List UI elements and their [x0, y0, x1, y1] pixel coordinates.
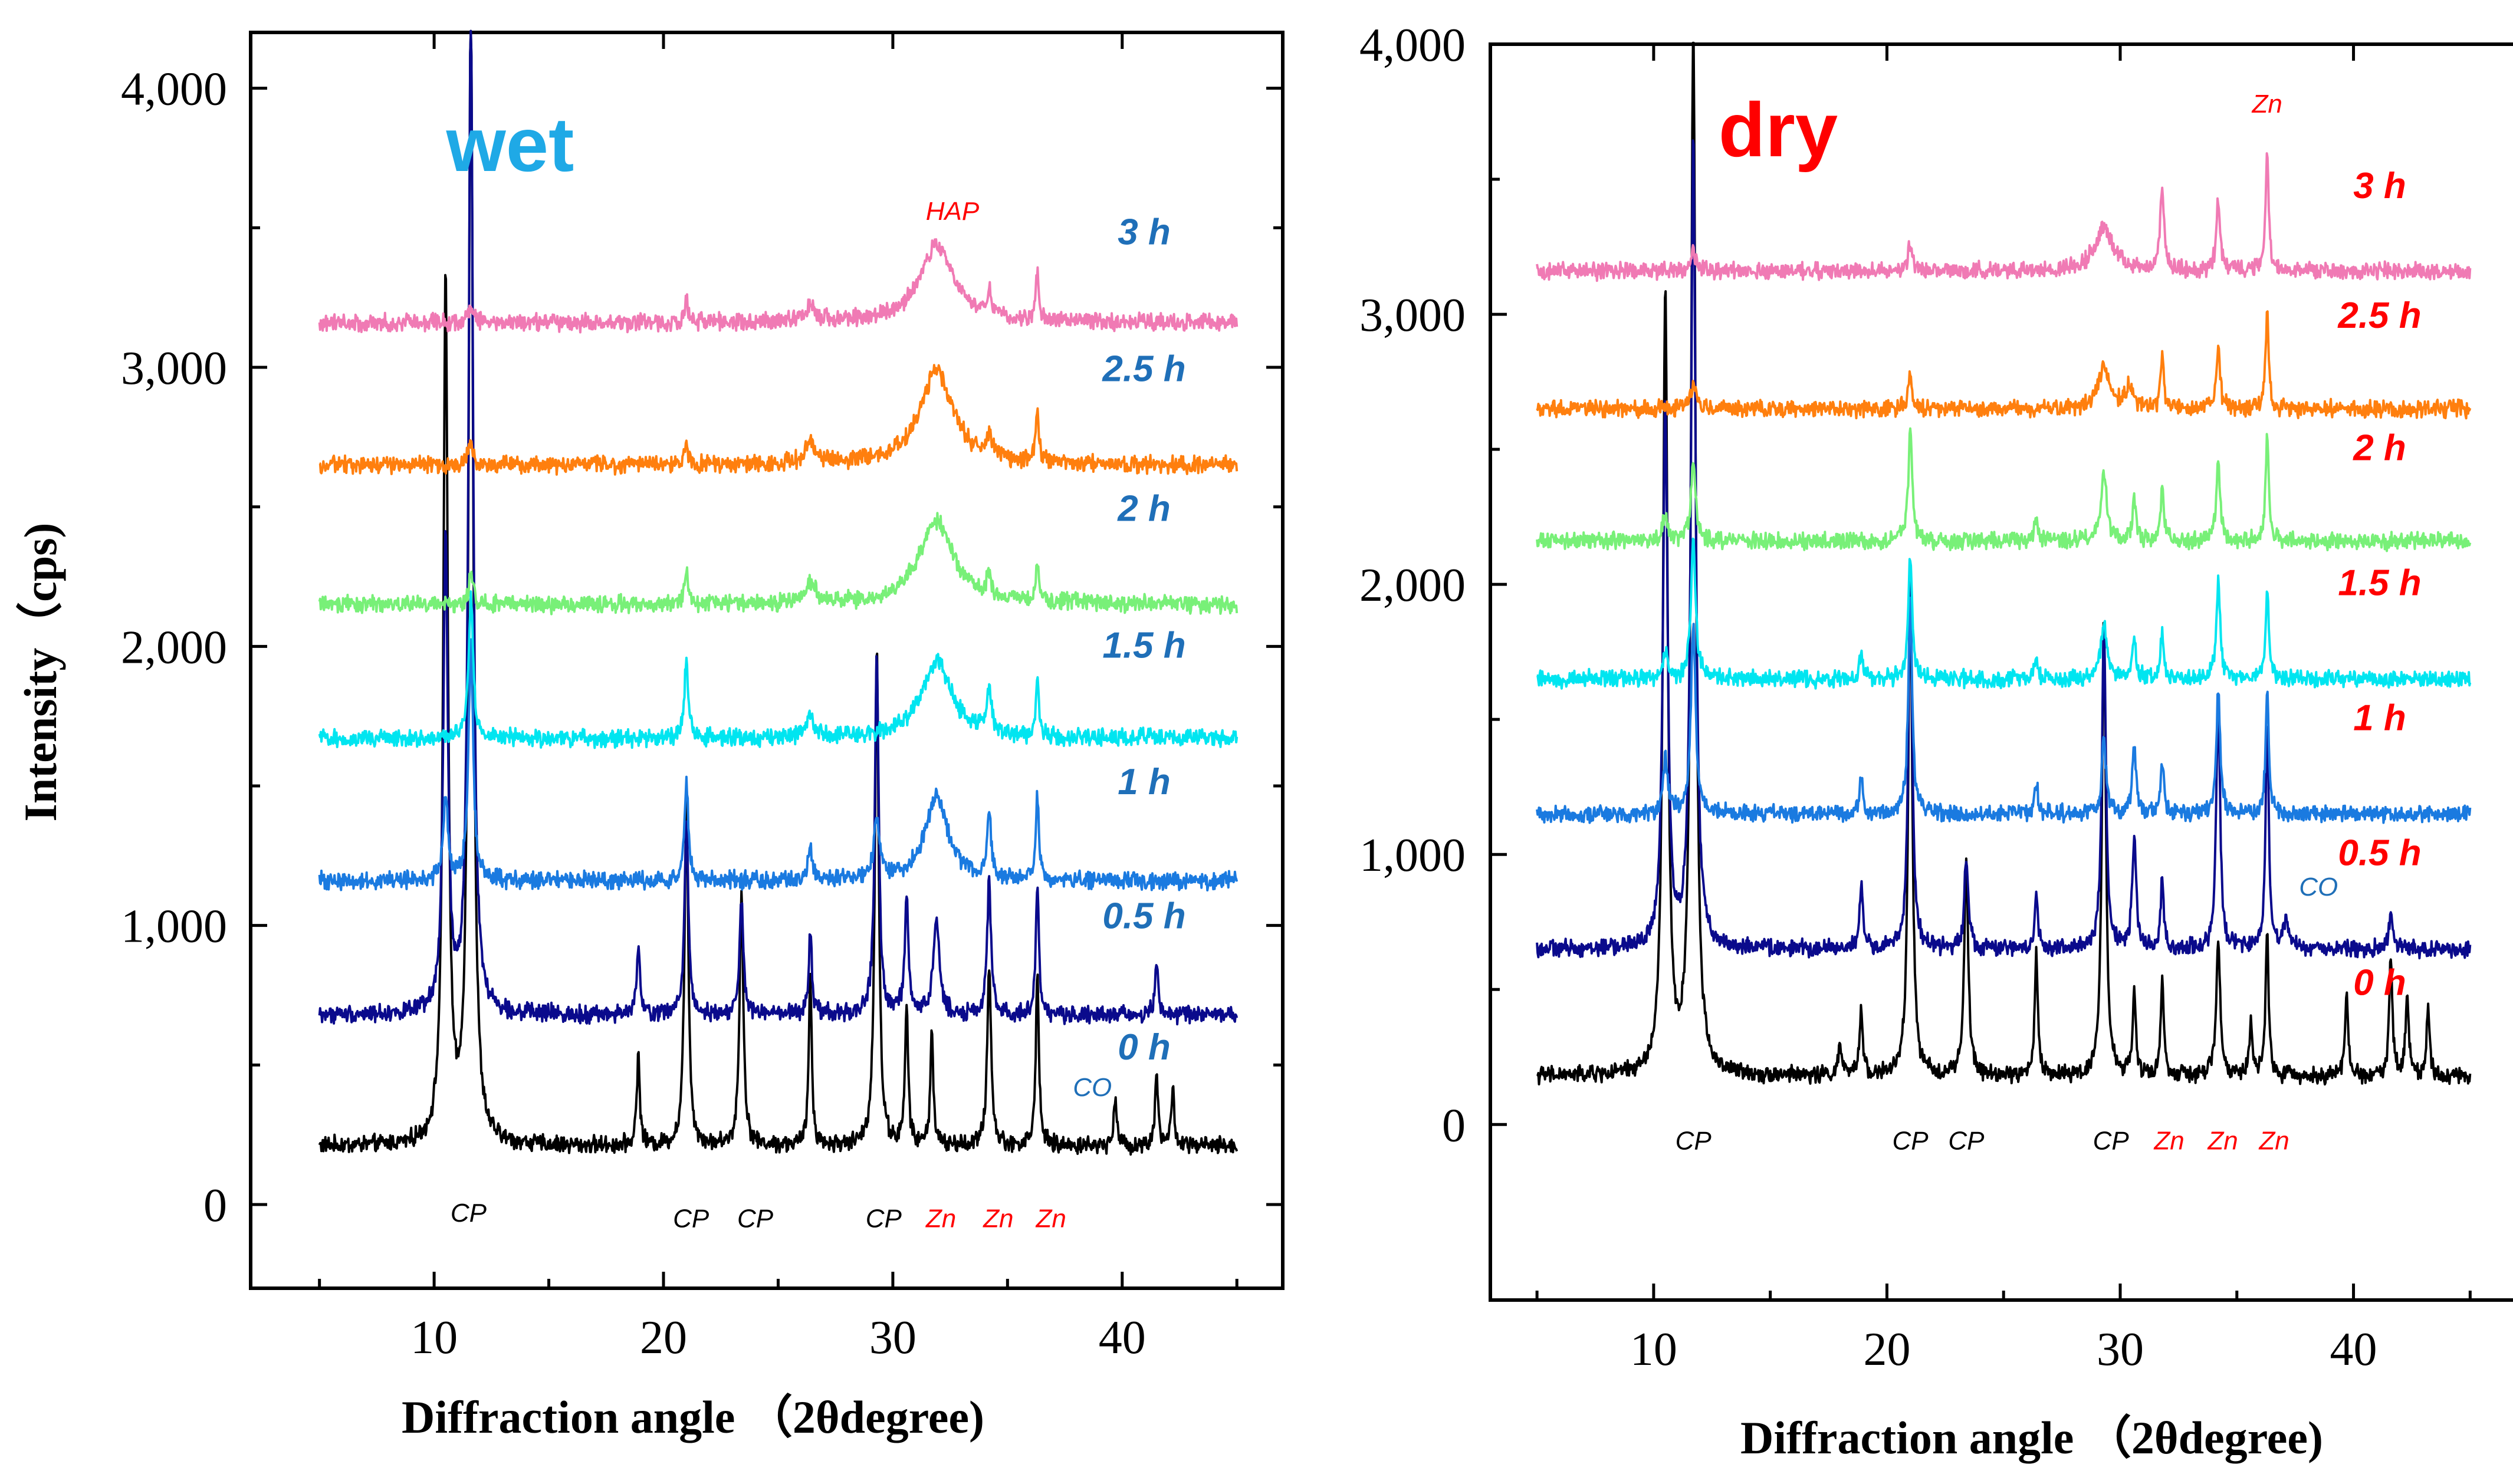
y-axis-title: Intensity（cps) — [15, 522, 66, 821]
peak-annotation: CP — [1892, 1127, 1929, 1156]
series-label: 1.5 h — [1102, 625, 1185, 666]
peak-annotation: Zn — [2207, 1127, 2238, 1156]
series-label: 1 h — [1118, 762, 1171, 802]
dry-chart-panel: 10 20 30 40 0 1,000 2,000 3,000 4,000 0 h 0.5 h 1 h… — [1359, 19, 2513, 1463]
peak-annotation: HAP — [926, 197, 980, 226]
x-axis-title: Diffraction angle （2θdegree) — [402, 1391, 984, 1443]
x-tick-label: 10 — [1630, 1324, 1677, 1376]
trace-2-5-h — [318, 364, 1239, 476]
peak-annotation: CP — [2093, 1127, 2130, 1156]
trace-0-h — [318, 29, 1239, 1156]
trace-0-h — [1536, 41, 2472, 1086]
peak-annotation: CP — [1948, 1127, 1985, 1156]
trace-1-h — [318, 638, 1239, 891]
peak-annotation: CP — [451, 1199, 487, 1228]
series-label: 3 h — [1118, 212, 1171, 253]
x-tick-label: 40 — [1099, 1312, 1146, 1364]
series-label: 0 h — [1118, 1027, 1171, 1068]
series-label: 2 h — [2353, 427, 2406, 468]
series-label: 0.5 h — [1102, 896, 1185, 936]
trace-2-h — [318, 512, 1239, 616]
x-axis-title: Diffraction angle （2θdegree) — [1740, 1412, 2323, 1463]
series-label: 0.5 h — [2338, 833, 2421, 874]
peak-annotation: Zn — [925, 1205, 956, 1233]
trace-1-5-h — [1536, 537, 2472, 690]
y-tick-label: 1,000 — [1359, 830, 1466, 881]
y-tick-label: 1,000 — [121, 901, 227, 953]
plot-frame — [1489, 42, 2513, 1302]
wet-chart-panel: 10 20 30 40 0 1,000 2,000 3,000 4,000 0 h 0.5 h 1 h… — [15, 29, 1285, 1443]
peak-annotation: Zn — [983, 1205, 1013, 1233]
y-tick-label: 3,000 — [121, 343, 227, 394]
y-tick-label: 2,000 — [1359, 560, 1466, 611]
peak-annotation: CP — [737, 1205, 774, 1233]
trace-0-5-h — [318, 29, 1239, 1026]
y-tick-label: 0 — [203, 1180, 227, 1232]
peak-annotation: Zn — [2153, 1127, 2184, 1156]
peak-annotation: Zn — [1036, 1205, 1066, 1233]
series-label: 0 h — [2353, 962, 2406, 1003]
x-tick-label: 40 — [2330, 1324, 2377, 1376]
peak-annotation: CP — [866, 1205, 902, 1233]
panel-title: wet — [446, 101, 574, 187]
peak-annotation: CO — [2299, 873, 2338, 901]
y-tick-label: 2,000 — [121, 621, 227, 673]
trace-1-h — [1536, 597, 2472, 824]
panel-title: dry — [1719, 87, 1838, 173]
y-tick-label: 4,000 — [1359, 19, 1466, 71]
peak-annotation: Zn — [2258, 1127, 2289, 1156]
y-tick-label: 4,000 — [121, 64, 227, 116]
trace-1-5-h — [318, 590, 1239, 749]
plot-frame — [249, 31, 1285, 1290]
x-tick-label: 10 — [410, 1312, 458, 1364]
y-tick-label: 3,000 — [1359, 289, 1466, 341]
trace-2-5-h — [1536, 310, 2472, 420]
series-label: 1.5 h — [2338, 562, 2421, 603]
y-tick-label: 0 — [1442, 1100, 1466, 1151]
x-tick-label: 20 — [640, 1312, 687, 1364]
x-tick-label: 20 — [1863, 1324, 1910, 1376]
trace-2-h — [1536, 427, 2472, 552]
trace-0-5-h — [1536, 139, 2472, 960]
trace-3-h — [318, 238, 1239, 334]
series-label: 1 h — [2353, 697, 2406, 738]
trace-3-h — [1536, 152, 2472, 282]
peak-annotation: Zn — [2252, 90, 2282, 119]
x-tick-label: 30 — [869, 1312, 916, 1364]
series-label: 2.5 h — [1102, 349, 1185, 390]
peak-annotation: CP — [1676, 1127, 1712, 1156]
series-label: 3 h — [2353, 166, 2406, 206]
series-label: 2 h — [1117, 488, 1171, 529]
peak-annotation: CP — [673, 1205, 709, 1233]
peak-annotation: CO — [1073, 1073, 1112, 1102]
x-tick-label: 30 — [2097, 1324, 2144, 1376]
series-label: 2.5 h — [2337, 295, 2421, 336]
